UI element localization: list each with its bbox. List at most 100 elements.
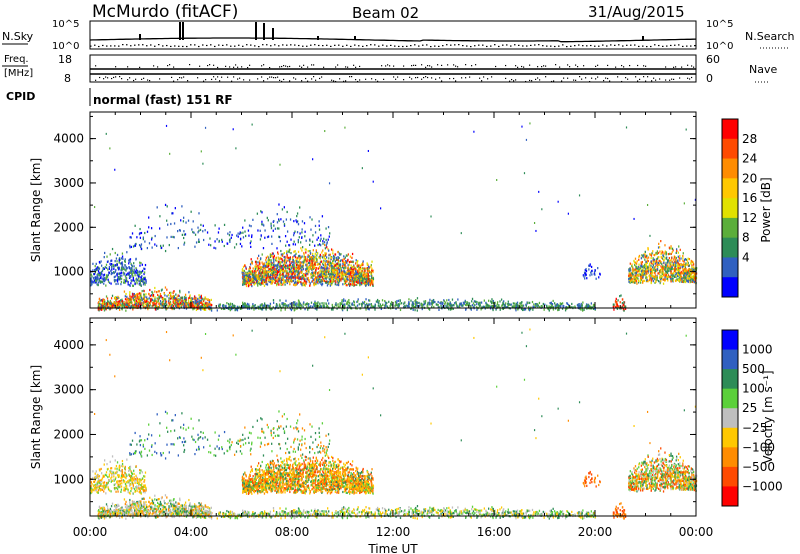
power-echo xyxy=(360,279,362,282)
power-echo xyxy=(323,302,325,305)
power-echo xyxy=(128,283,131,287)
power-echo xyxy=(303,259,306,262)
power-echo xyxy=(277,282,279,285)
power-echo xyxy=(338,277,340,280)
power-echo xyxy=(139,261,141,264)
power-echo xyxy=(130,301,132,304)
power-echo xyxy=(319,256,321,260)
freq-dot xyxy=(231,80,233,82)
power-echo xyxy=(372,277,375,280)
power-echo xyxy=(210,309,213,312)
power-echo xyxy=(271,268,273,272)
power-echo xyxy=(133,303,136,306)
power-echo xyxy=(308,280,311,284)
power-echo xyxy=(152,301,154,305)
nsearch-dot xyxy=(134,44,136,46)
power-echo xyxy=(307,255,309,259)
power-echo xyxy=(294,301,296,304)
power-echo xyxy=(260,267,262,270)
power-echo xyxy=(117,297,119,300)
power-echo xyxy=(270,282,272,285)
freq-dot xyxy=(105,76,107,78)
freq-trace xyxy=(90,64,696,83)
power-echo xyxy=(323,270,325,273)
power-echo xyxy=(139,270,141,273)
power-echo xyxy=(111,265,113,268)
power-echo xyxy=(254,270,256,273)
freq-dot xyxy=(691,65,693,67)
power-echo xyxy=(289,218,292,221)
freq-dot xyxy=(307,66,309,68)
power-echo xyxy=(113,267,115,270)
power-echo xyxy=(160,302,162,305)
power-echo xyxy=(98,260,101,264)
power-echo xyxy=(248,224,251,227)
power-echo xyxy=(307,254,309,257)
power-echo xyxy=(260,210,262,213)
power-echo xyxy=(279,269,282,272)
power-echo xyxy=(110,272,112,276)
power-echo xyxy=(98,274,100,277)
freq-dot xyxy=(227,76,229,78)
power-echo xyxy=(164,249,167,253)
power-echo xyxy=(190,210,192,213)
power-echo xyxy=(317,282,319,285)
power-echo xyxy=(126,306,128,309)
power-echo xyxy=(181,302,183,306)
power-echo xyxy=(95,280,98,284)
power-echo xyxy=(128,271,130,274)
power-echo xyxy=(325,302,327,305)
power-echo xyxy=(107,273,109,277)
freq-dot xyxy=(279,79,281,81)
power-echo xyxy=(327,248,329,251)
power-echo xyxy=(282,271,285,274)
freq-dot xyxy=(591,77,593,79)
power-echo xyxy=(312,274,314,277)
power-echo xyxy=(143,281,146,284)
power-echo xyxy=(319,272,321,275)
power-echo xyxy=(202,299,205,303)
power-echo xyxy=(268,280,270,283)
power-echo xyxy=(166,295,168,298)
power-echo xyxy=(239,242,242,246)
freq-dot xyxy=(595,65,597,67)
power-echo xyxy=(406,305,409,308)
nsearch-dot xyxy=(210,44,212,46)
power-echo xyxy=(151,297,153,301)
power-echo xyxy=(321,271,324,274)
power-echo xyxy=(203,306,205,309)
power-echo xyxy=(114,279,117,282)
power-echo xyxy=(139,298,141,301)
power-echo xyxy=(174,301,177,304)
nsearch-dot xyxy=(270,45,272,47)
power-echo xyxy=(202,230,204,233)
power-echo xyxy=(120,267,123,270)
power-echo xyxy=(293,220,295,223)
power-echo xyxy=(126,298,129,301)
nsearch-dot xyxy=(186,45,188,48)
nsearch-dot xyxy=(150,44,152,46)
power-echo xyxy=(280,280,282,283)
power-echo xyxy=(161,288,163,291)
power-echo xyxy=(142,278,144,281)
power-echo xyxy=(358,280,360,283)
power-echo xyxy=(328,281,330,284)
power-echo xyxy=(290,268,292,272)
power-echo xyxy=(320,260,323,263)
power-echo xyxy=(319,281,321,284)
power-echo xyxy=(307,303,310,306)
power-echo xyxy=(283,251,285,255)
power-echo xyxy=(316,254,318,257)
power-echo xyxy=(286,266,289,270)
power-echo xyxy=(121,301,124,304)
freq-dot xyxy=(479,77,481,79)
power-echo xyxy=(205,302,207,305)
power-echo xyxy=(291,271,293,274)
power-echo xyxy=(576,304,579,307)
power-echo xyxy=(242,236,245,239)
power-echo xyxy=(411,304,413,307)
power-echo xyxy=(128,275,131,279)
power-echo xyxy=(346,308,349,312)
nsearch-dot xyxy=(534,44,536,46)
power-echo xyxy=(284,283,286,286)
